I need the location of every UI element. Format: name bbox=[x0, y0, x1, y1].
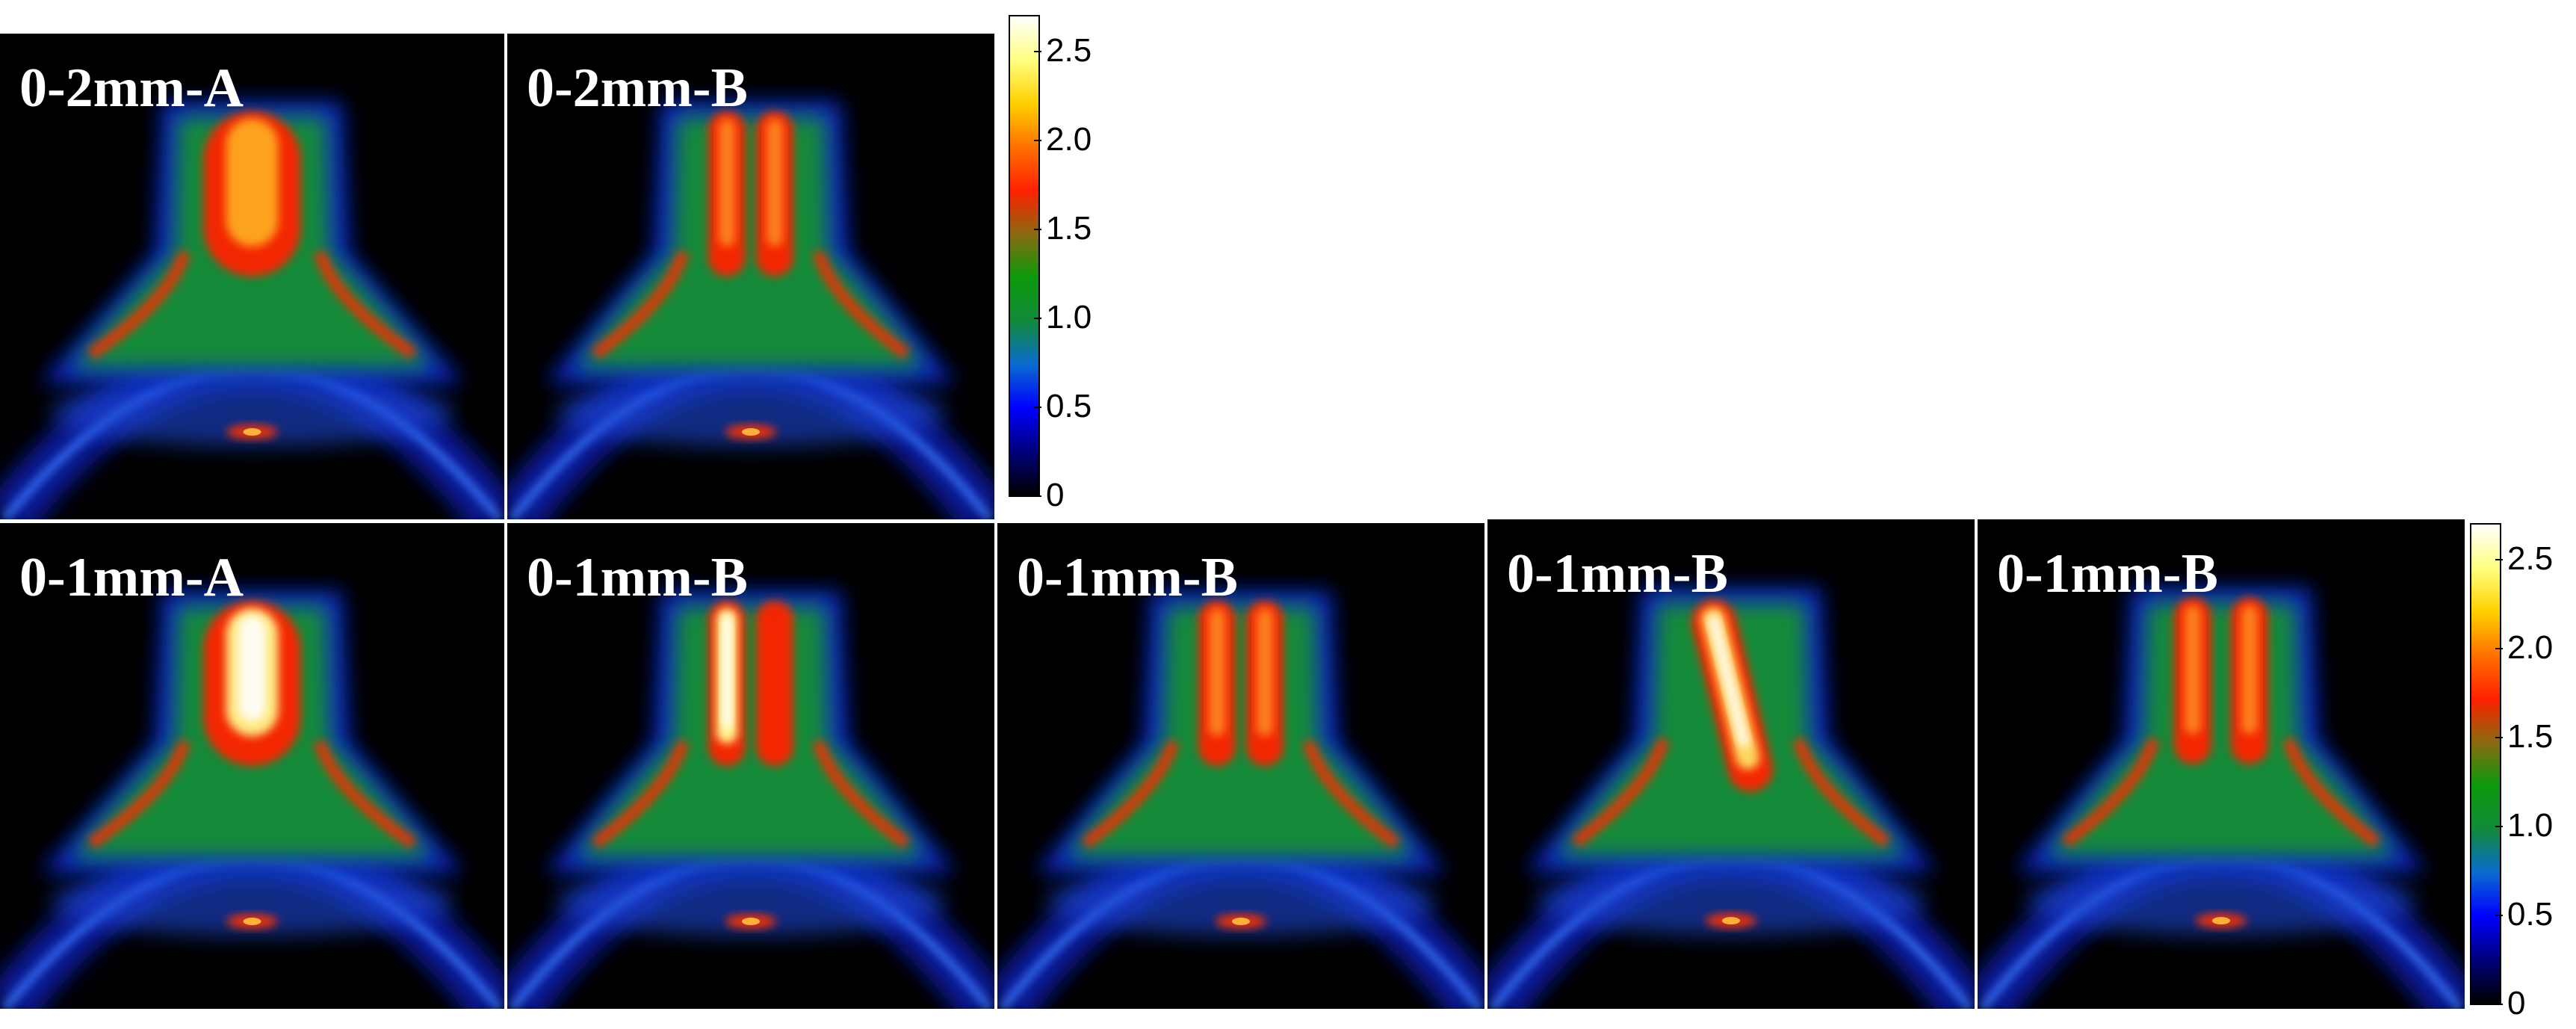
colorbar-tick-mark bbox=[2495, 648, 2503, 649]
intensity-image bbox=[507, 591, 994, 1009]
colorbar-tick-label: 1.5 bbox=[2507, 718, 2554, 755]
colorbar-tick-mark bbox=[1034, 229, 1041, 230]
colorbar-tick-mark bbox=[2495, 737, 2503, 738]
colorbar-tick-label: 2.0 bbox=[2507, 629, 2554, 666]
colorbar-tick-mark bbox=[2495, 826, 2503, 827]
colorbar-tick-mark bbox=[1034, 495, 1041, 497]
panel-label: 0-1mm-B bbox=[1997, 543, 2218, 605]
colorbar-tick-mark bbox=[2495, 559, 2503, 560]
intensity-image bbox=[0, 591, 504, 1009]
colorbar-tick-mark bbox=[2495, 1004, 2503, 1005]
heatmap-panel-0-1mm-a: 0-1mm-A bbox=[0, 523, 504, 1009]
heatmap-panel-0-1mm-b-1: 0-1mm-B bbox=[507, 523, 994, 1009]
colorbar-tick-label: 0.5 bbox=[1046, 388, 1092, 424]
colorbar-tick-mark bbox=[1034, 407, 1041, 408]
intensity-image bbox=[997, 591, 1484, 1009]
colorbar-tick-mark bbox=[2495, 915, 2503, 916]
colorbar-tick-label: 2.0 bbox=[1046, 121, 1092, 158]
heatmap-panel-0-2mm-b: 0-2mm-B bbox=[507, 34, 994, 519]
colorbar-bottom bbox=[2470, 523, 2501, 1005]
colorbar-bottom-ticks: 2.5 2.0 1.5 1.0 0.5 0 bbox=[2495, 523, 2575, 1020]
heatmap-panel-0-1mm-b-2: 0-1mm-B bbox=[997, 523, 1484, 1009]
colorbar-tick-label: 2.5 bbox=[1046, 32, 1092, 69]
panel-label: 0-1mm-B bbox=[527, 547, 748, 608]
heatmap-panel-0-1mm-b-3: 0-1mm-B bbox=[1487, 519, 1975, 1009]
colorbar-tick-label: 1.0 bbox=[2507, 807, 2554, 844]
colorbar-top bbox=[1009, 15, 1040, 497]
colorbar-tick-label: 0 bbox=[2507, 985, 2526, 1022]
panel-label: 0-2mm-B bbox=[527, 58, 748, 119]
colorbar-tick-mark bbox=[1034, 140, 1041, 141]
colorbar-tick-label: 2.5 bbox=[2507, 540, 2554, 577]
intensity-image bbox=[0, 102, 504, 519]
intensity-image bbox=[1978, 587, 2465, 1009]
intensity-image bbox=[1487, 587, 1975, 1009]
colorbar-tick-label: 1.5 bbox=[1046, 210, 1092, 247]
colorbar-tick-mark bbox=[1034, 318, 1041, 319]
panel-label: 0-1mm-B bbox=[1507, 543, 1728, 605]
colorbar-tick-label: 1.0 bbox=[1046, 299, 1092, 336]
panel-label: 0-1mm-A bbox=[19, 547, 244, 608]
heatmap-panel-0-1mm-b-4: 0-1mm-B bbox=[1978, 519, 2465, 1009]
panel-label: 0-1mm-B bbox=[1017, 547, 1238, 608]
colorbar-top-ticks: 2.5 2.0 1.5 1.0 0.5 0 bbox=[1034, 15, 1136, 512]
intensity-image bbox=[507, 102, 994, 519]
colorbar-tick-mark bbox=[1034, 51, 1041, 52]
panel-label: 0-2mm-A bbox=[19, 58, 244, 119]
heatmap-panel-0-2mm-a: 0-2mm-A bbox=[0, 34, 504, 519]
colorbar-tick-label: 0.5 bbox=[2507, 896, 2554, 933]
colorbar-tick-label: 0 bbox=[1046, 477, 1065, 513]
